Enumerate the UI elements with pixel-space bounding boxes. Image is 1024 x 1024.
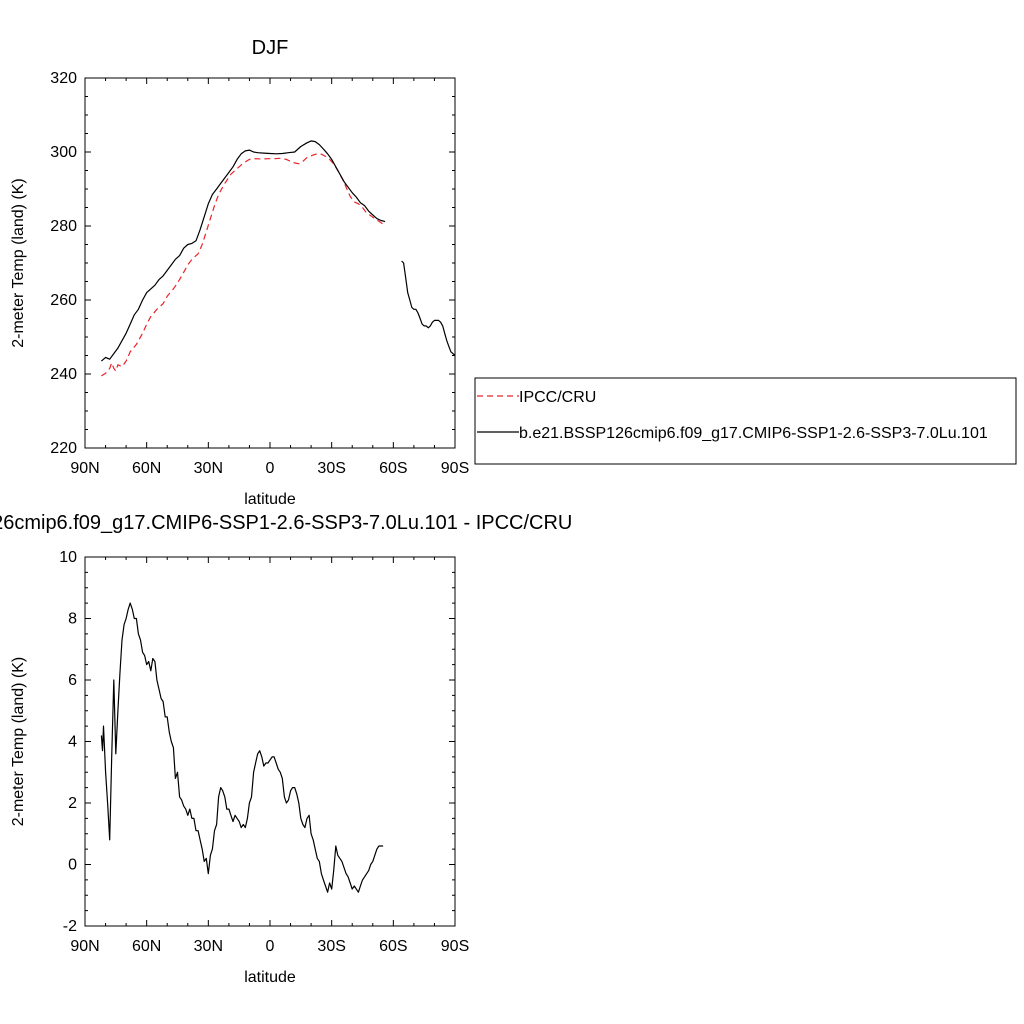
x-tick-label: 30N [194,938,223,955]
chart-1: DJF 90N 60N 30N 0 30S 60S 90S 220 240 260 280 300 320… [10,37,1017,508]
y-tick-label: 2 [68,795,77,812]
x-tick-label: 90S [441,460,469,477]
x-tick-label: 0 [266,460,275,477]
x-axis-label: latitude [244,969,296,986]
series-line-1 [100,602,384,893]
x-tick-label: 30S [317,460,345,477]
x-tick-label: 60S [379,938,407,955]
y-tick-label: 320 [50,70,77,87]
chart-title: DJF [252,37,289,59]
y-axis-label: 2-meter Temp (land) (K) [10,657,27,827]
x-tick-label: 90N [70,938,99,955]
y-axis-label: 2-meter Temp (land) (K) [10,178,27,348]
plot-frame [84,77,456,449]
y-tick-label: 10 [59,549,77,566]
y-tick-label: -2 [63,918,77,935]
x-tick-label: 90S [441,938,469,955]
legend-box [474,377,1017,465]
y-tick-label: 240 [50,366,77,383]
x-tick-label: 60N [132,460,161,477]
y-tick-label: 0 [68,857,77,874]
y-tick-label: 8 [68,611,77,628]
y-tick-label: 220 [50,440,77,457]
x-tick-label: 90N [70,460,99,477]
x-tick-label: 0 [266,938,275,955]
plot-frame [84,556,456,927]
series-line-1 [101,153,384,377]
x-tick-label: 60N [132,938,161,955]
legend-entry: b.e21.BSSP126cmip6.f09_g17.CMIP6-SSP1-2.… [519,425,988,442]
y-tick-label: 280 [50,218,77,235]
chart-2: P126cmip6.f09_g17.CMIP6-SSP1-2.6-SSP3-7.… [0,512,572,986]
legend: IPCC/CRU b.e21.BSSP126cmip6.f09_g17.CMIP6… [474,377,1017,465]
y-tick-label: 6 [68,672,77,689]
series-line-2 [101,140,456,362]
y-tick-label: 260 [50,292,77,309]
x-axis-label: latitude [244,491,296,508]
chart-title: P126cmip6.f09_g17.CMIP6-SSP1-2.6-SSP3-7.… [0,512,572,534]
legend-entry: IPCC/CRU [519,389,596,406]
x-tick-label: 30S [317,938,345,955]
y-tick-label: 300 [50,144,77,161]
x-tick-label: 30N [194,460,223,477]
x-tick-label: 60S [379,460,407,477]
y-tick-label: 4 [68,734,77,751]
